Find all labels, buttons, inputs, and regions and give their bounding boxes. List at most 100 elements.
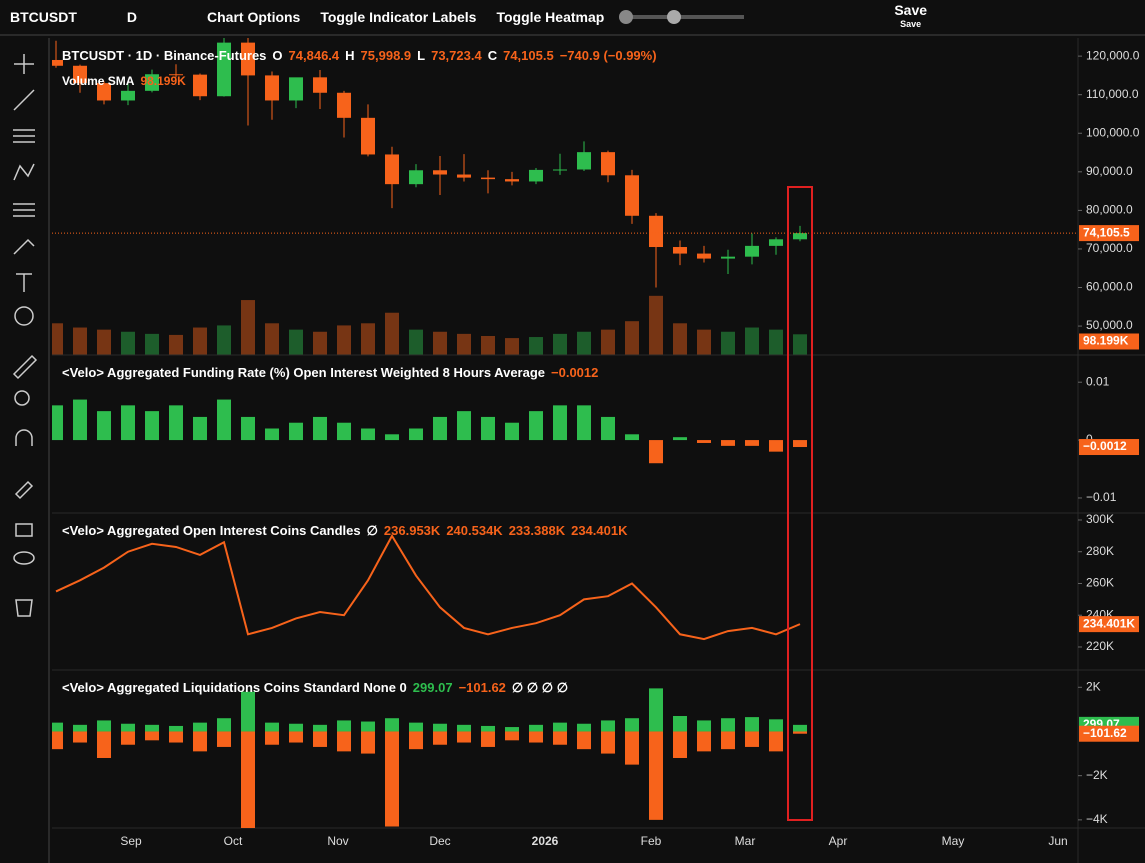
volume-bar (625, 321, 639, 355)
bar (121, 405, 135, 441)
legend-text: O (272, 48, 283, 63)
candle-body (529, 169, 543, 182)
price-tag-label: 98.199K (1083, 334, 1129, 348)
legend-text: <Velo> Aggregated Funding Rate (%) Open … (62, 365, 546, 380)
candle-body (745, 245, 759, 257)
slider[interactable] (614, 7, 754, 27)
price-tag (1079, 439, 1139, 456)
legend-text: Volume SMA (62, 74, 135, 88)
price-tag-label: 234.401K (1083, 616, 1135, 630)
bar (577, 723, 591, 732)
bar (361, 428, 375, 441)
bar (265, 428, 279, 441)
volume-bar (793, 334, 807, 355)
bar (169, 725, 183, 732)
volume-bar (601, 329, 615, 355)
candle-body (457, 174, 471, 178)
bar (649, 731, 663, 820)
price-tag-label: 74,105.5 (1083, 225, 1130, 239)
bar (337, 422, 351, 441)
bar (769, 731, 783, 752)
bar (52, 722, 63, 732)
legend-text: C (487, 48, 498, 63)
interval[interactable]: D (126, 9, 138, 25)
volume-bar (409, 329, 423, 355)
legend-text: −0.0012 (551, 365, 599, 380)
symbol[interactable]: BTCUSDT (10, 9, 77, 25)
bar (265, 731, 279, 745)
bar (481, 731, 495, 747)
candle-body (625, 175, 639, 216)
volume-bar (265, 323, 279, 355)
volume-bar (529, 337, 543, 355)
legend-text: 98.199K (140, 74, 186, 88)
legend-text: 74,846.4 (288, 48, 340, 63)
tool-icons (12, 54, 38, 617)
bar (193, 722, 207, 732)
bar (673, 437, 687, 441)
volume-bar (289, 329, 303, 355)
volume-bar (52, 323, 63, 355)
x-tick-label: 2026 (532, 834, 559, 848)
bar (457, 411, 471, 441)
toolbar-button[interactable]: Toggle Heatmap (496, 9, 605, 25)
bar (793, 731, 807, 734)
bar (721, 731, 735, 750)
bar (553, 405, 567, 441)
pane-legend: <Velo> Aggregated Liquidations Coins Sta… (62, 680, 574, 696)
candle-body (649, 215, 663, 248)
bar (481, 416, 495, 441)
bar (409, 722, 423, 732)
bar (457, 731, 471, 743)
bar (313, 731, 327, 747)
volume-bar (97, 329, 111, 355)
legend-text: −101.62 (458, 680, 506, 695)
bar (697, 731, 711, 752)
bar (145, 724, 159, 732)
save-sub: Save (900, 19, 922, 29)
legend-text: <Velo> Aggregated Liquidations Coins Sta… (62, 680, 407, 695)
candle-body (601, 152, 615, 176)
bar (721, 440, 735, 446)
bar (193, 416, 207, 441)
bar (121, 723, 135, 732)
toolbar-button[interactable]: Chart Options (207, 9, 301, 25)
candle-body (481, 177, 495, 180)
bar (409, 428, 423, 441)
legend-text: <Velo> Aggregated Open Interest Coins Ca… (62, 523, 361, 538)
pane-legend: BTCUSDT · 1D · Binance-Futures O 74,846.4 H… (62, 48, 663, 63)
bar (52, 405, 63, 441)
price-tag (1079, 225, 1139, 242)
bar (52, 731, 63, 750)
bar (169, 405, 183, 441)
bar (769, 440, 783, 452)
volume-bar (769, 329, 783, 355)
bar (73, 724, 87, 732)
volume-bar (745, 327, 759, 355)
candle-body (241, 42, 255, 76)
toolbar-button[interactable]: Toggle Indicator Labels (320, 9, 477, 25)
bar (241, 691, 255, 732)
bar (217, 399, 231, 441)
bar (265, 722, 279, 732)
bar (529, 724, 543, 732)
bar (73, 399, 87, 441)
candle-body (361, 117, 375, 155)
bar (577, 731, 591, 750)
save-button[interactable]: Save Save (894, 3, 927, 30)
candle-body (97, 83, 111, 101)
volume-bar (193, 327, 207, 355)
bar (289, 731, 303, 743)
candle-body (313, 77, 327, 93)
bar (601, 720, 615, 732)
bar (361, 721, 375, 732)
candle-body (145, 74, 159, 91)
legend-text: 75,998.9 (360, 48, 412, 63)
x-tick-label: Dec (429, 834, 450, 848)
left-toolbar (0, 38, 50, 863)
pane-legend: Volume SMA 98.199K (62, 74, 192, 88)
volume-bar (241, 300, 255, 355)
candle-body (73, 65, 87, 84)
y-tick-label: 220K (1086, 639, 1114, 653)
